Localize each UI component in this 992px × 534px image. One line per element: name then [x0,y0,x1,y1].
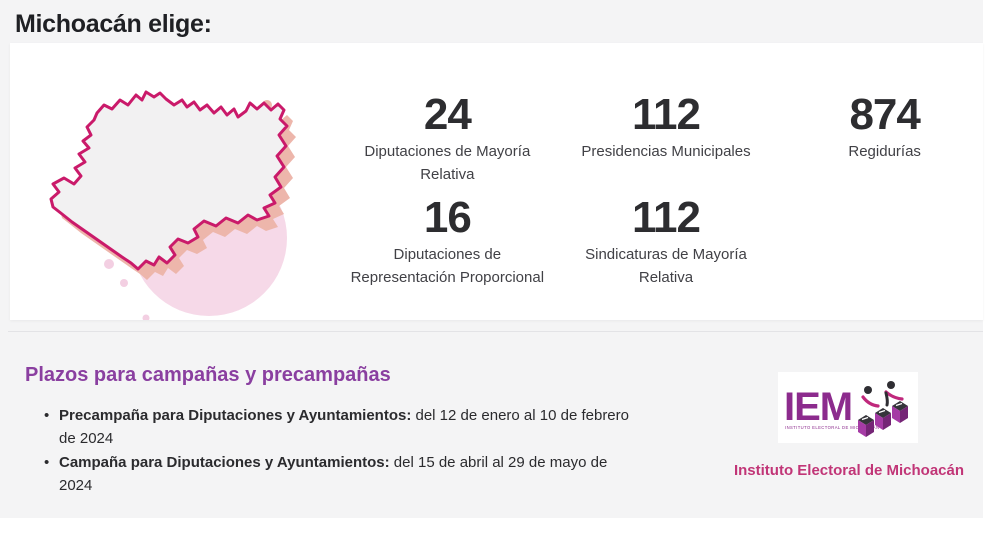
deadline-item-campana: • Campaña para Diputaciones y Ayuntamient… [44,452,644,497]
stat-regidurias: 874 Regidurías [775,93,983,186]
map-dot [120,279,128,287]
deadline-list: • Precampaña para Diputaciones y Ayuntami… [44,405,644,499]
map-dot [142,314,150,320]
michoacan-map-graphic [24,53,316,320]
voter-figures-icon [861,381,904,408]
stat-value: 874 [849,90,920,139]
iem-caption: Instituto Electoral de Michoacán [733,462,965,479]
logo-acronym: IEM [784,385,852,429]
stat-value: 112 [632,193,701,242]
iem-logo: IEM INSTITUTO ELECTORAL DE MICHOACÁN [778,372,918,443]
deadline-text: del 12 de enero al 10 de febrero de 2024 [59,407,629,447]
deadline-item-precampana: • Precampaña para Diputaciones y Ayuntami… [44,405,644,450]
stat-diputaciones-rp: 16 Diputaciones de Representación Propor… [338,196,557,289]
page-background: Michoacán elige: 24 [0,0,983,518]
stat-label: Presidencias Municipales [581,143,751,160]
bullet-icon: • [44,407,50,424]
map-dot [104,259,114,269]
logo-small-caption: INSTITUTO ELECTORAL DE MICHOACÁN [785,425,879,430]
stat-value: 16 [423,193,472,242]
stat-sindicaturas: 112 Sindicaturas de Mayoría Relativa [557,196,776,289]
stats-card: 24 Diputaciones de Mayoría Relativa 112 … [10,43,983,320]
stat-diputaciones-mr: 24 Diputaciones de Mayoría Relativa [338,93,557,186]
stat-label: Diputaciones de Mayoría Relativa [364,143,531,183]
election-stats-grid: 24 Diputaciones de Mayoría Relativa 112 … [338,93,983,289]
page-title: Michoacán elige: [15,10,212,38]
stat-presidencias: 112 Presidencias Municipales [557,93,776,186]
stat-label: Sindicaturas de Mayoría Relativa [585,246,747,286]
ballot-boxes-icon [858,401,908,437]
stat-label: Diputaciones de Representación Proporcio… [350,246,545,286]
bullet-icon: • [44,454,50,471]
stat-label: Regidurías [848,143,921,160]
deadline-lead: Precampaña para Diputaciones y Ayuntamie… [59,407,412,424]
michoacan-map-icon [49,90,296,320]
deadline-lead: Campaña para Diputaciones y Ayuntamiento… [59,454,390,471]
iem-logo-icon: IEM INSTITUTO ELECTORAL DE MICHOACÁN [778,372,918,443]
deadlines-section-title: Plazos para campañas y precampañas [25,364,391,386]
deadline-text: del 15 de abril al 29 de mayo de 2024 [59,454,608,494]
stat-value: 112 [632,90,701,139]
section-divider [8,331,983,332]
stat-value: 24 [423,90,472,139]
